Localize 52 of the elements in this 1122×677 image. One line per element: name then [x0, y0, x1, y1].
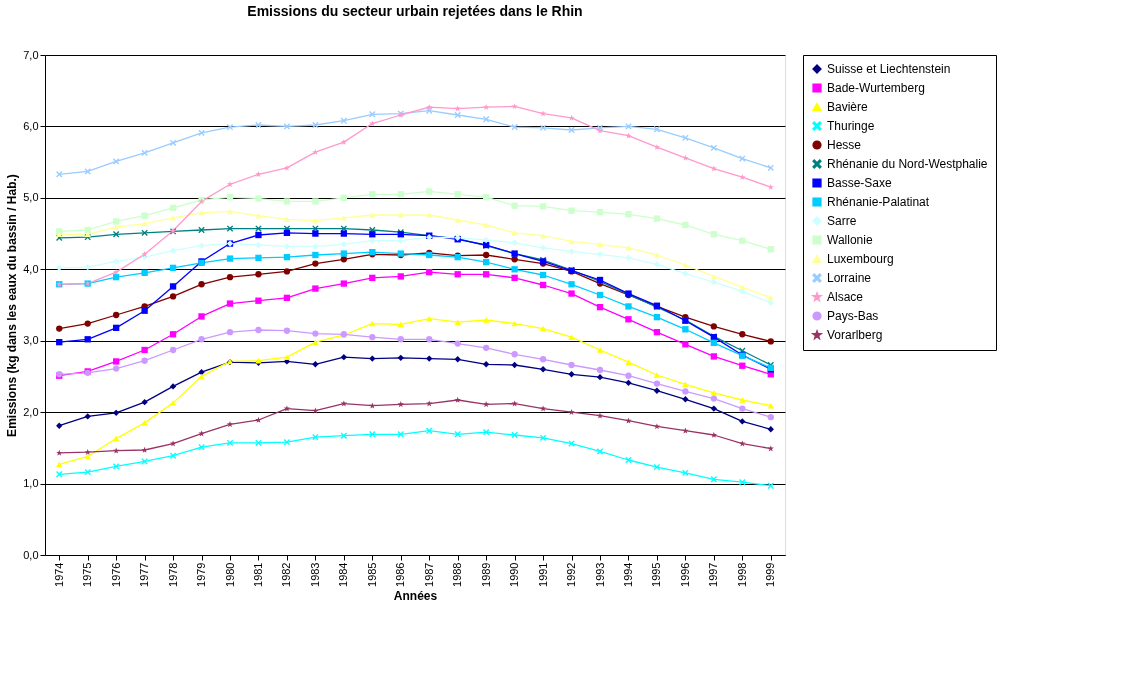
y-tick-label: 0,0: [23, 548, 39, 561]
y-axis-title: Emissions (kg dans les eaux du bassin / Hab.): [5, 174, 20, 437]
y-tick-label: 6,0: [23, 119, 39, 132]
x-tick-label: 1992: [565, 562, 578, 587]
x-axis-title: Années: [393, 588, 438, 603]
x-tick-label: 1985: [365, 562, 378, 587]
legend-label: Luxembourg: [827, 252, 894, 266]
legend-label: Bade-Wurtemberg: [827, 81, 925, 95]
x-tick-label: 1980: [223, 562, 236, 587]
legend-label: Sarre: [827, 214, 857, 228]
y-tick-label: 7,0: [23, 48, 39, 61]
x-tick-label: 1981: [251, 562, 264, 587]
y-tick-label: 2,0: [23, 405, 39, 418]
x-tick-label: 1996: [678, 562, 691, 587]
x-tick-label: 1998: [735, 562, 748, 587]
legend-label: Thuringe: [827, 119, 875, 133]
y-tick-label: 4,0: [23, 262, 39, 275]
x-tick-label: 1983: [308, 562, 321, 587]
x-tick-label: 1978: [166, 562, 179, 587]
x-tick-label: 1990: [508, 562, 521, 587]
legend-label: Vorarlberg: [827, 328, 883, 342]
legend-label: Hesse: [827, 138, 862, 152]
x-tick-label: 1997: [707, 562, 720, 587]
x-tick-label: 1975: [81, 562, 94, 587]
legend-label: Bavière: [827, 100, 869, 114]
x-tick-label: 1988: [451, 562, 464, 587]
x-tick-label: 1982: [280, 562, 293, 587]
x-tick-label: 1979: [195, 562, 208, 587]
legend-label: Basse-Saxe: [827, 176, 893, 190]
legend-label: Rhénanie-Palatinat: [827, 195, 930, 209]
y-tick-label: 5,0: [23, 191, 39, 204]
x-tick-label: 1999: [764, 562, 777, 587]
legend-label: Rhénanie du Nord-Westphalie: [827, 157, 988, 171]
x-tick-label: 1984: [337, 562, 350, 587]
legend-label: Lorraine: [827, 271, 872, 285]
legend-label: Pays-Bas: [827, 309, 879, 323]
x-tick-label: 1974: [52, 562, 65, 587]
legend-label: Suisse et Liechtenstein: [827, 62, 951, 76]
x-tick-label: 1987: [422, 562, 435, 587]
x-tick-label: 1994: [621, 562, 634, 587]
x-tick-label: 1977: [138, 562, 151, 587]
x-tick-label: 1995: [650, 562, 663, 587]
x-tick-label: 1993: [593, 562, 606, 587]
legend-label: Wallonie: [827, 233, 873, 247]
x-tick-label: 1989: [479, 562, 492, 587]
y-tick-label: 1,0: [23, 477, 39, 490]
chart-title: Emissions du secteur urbain rejetées dans le Rhin: [247, 3, 583, 19]
x-tick-label: 1991: [536, 562, 549, 587]
legend-label: Alsace: [827, 290, 864, 304]
x-tick-label: 1986: [394, 562, 407, 587]
x-tick-label: 1976: [109, 562, 122, 587]
y-tick-label: 3,0: [23, 334, 39, 347]
